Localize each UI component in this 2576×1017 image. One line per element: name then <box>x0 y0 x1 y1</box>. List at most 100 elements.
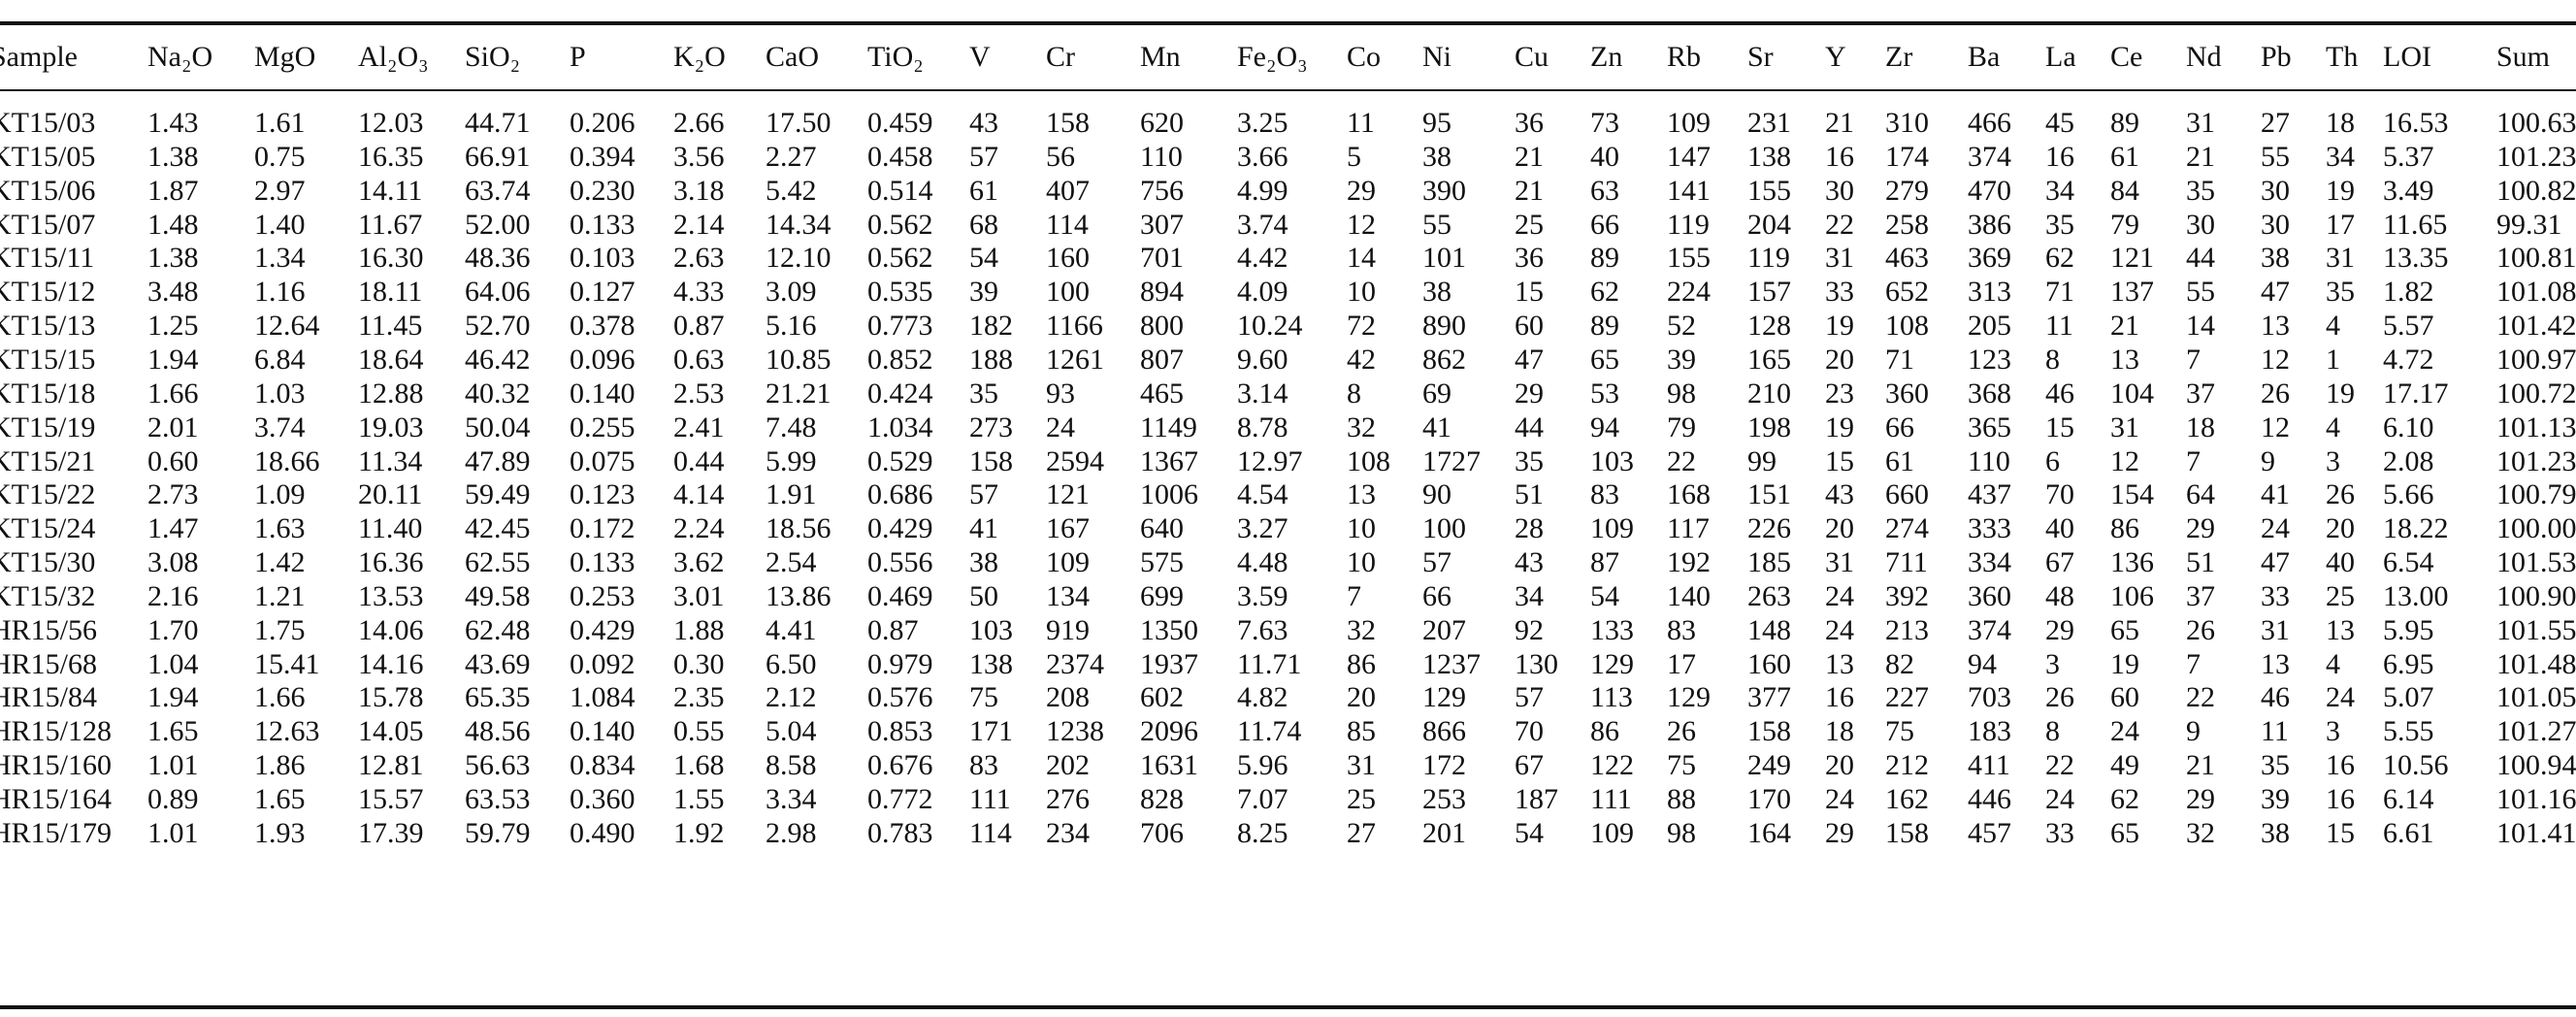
cell-value: 8 <box>2045 715 2060 748</box>
cell-value: 2.08 <box>2383 444 2434 477</box>
cell-value: 2.66 <box>673 107 725 139</box>
cell-value: 110 <box>1140 140 1183 173</box>
cell-value: 0.092 <box>570 647 636 680</box>
cell-value: 100.82 <box>2496 174 2576 207</box>
cell-value: 82 <box>1885 647 1914 680</box>
cell-value: 11.71 <box>1237 647 1302 680</box>
cell-value: 101.05 <box>2496 681 2576 714</box>
cell-value: 21 <box>1515 174 1544 207</box>
cell-value: 31 <box>2186 107 2215 139</box>
cell-value: 457 <box>1968 816 2011 849</box>
cell-value: 109 <box>1046 546 1090 579</box>
cell-value: 4.41 <box>766 613 817 646</box>
cell-value: 0.562 <box>867 242 933 275</box>
cell-value: 207 <box>1422 613 1466 646</box>
cell-value: 2.63 <box>673 242 725 275</box>
cell-value: 602 <box>1140 681 1184 714</box>
cell-value: 1.38 <box>147 242 199 275</box>
cell-value: 12.10 <box>766 242 831 275</box>
column-header: Fe₂O₃ <box>1237 41 1308 73</box>
cell-value: 25 <box>2326 579 2355 612</box>
cell-value: 1.40 <box>254 208 306 241</box>
cell-value: 5 <box>1347 140 1361 173</box>
cell-value: 7 <box>2186 343 2201 376</box>
cell-value: 1.94 <box>147 343 199 376</box>
cell-value: 20 <box>1825 512 1854 545</box>
sample-id: HR15/84 <box>0 681 98 714</box>
cell-value: 24 <box>2110 715 2139 748</box>
cell-value: 31 <box>2326 242 2355 275</box>
cell-value: 111 <box>969 783 1011 815</box>
cell-value: 756 <box>1140 174 1184 207</box>
cell-value: 0.172 <box>570 512 636 545</box>
cell-value: 88 <box>1667 783 1696 815</box>
cell-value: 98 <box>1667 816 1696 849</box>
cell-value: 12 <box>1347 208 1376 241</box>
cell-value: 1 <box>2326 343 2340 376</box>
cell-value: 0.255 <box>570 410 636 443</box>
cell-value: 99 <box>1747 444 1777 477</box>
cell-value: 4 <box>2326 310 2340 343</box>
cell-value: 6.50 <box>766 647 817 680</box>
cell-value: 273 <box>969 410 1013 443</box>
cell-value: 652 <box>1885 276 1929 309</box>
cell-value: 45 <box>2045 107 2074 139</box>
cell-value: 1.03 <box>254 377 306 410</box>
cell-value: 0.140 <box>570 715 636 748</box>
cell-value: 148 <box>1747 613 1791 646</box>
cell-value: 100 <box>1422 512 1466 545</box>
cell-value: 19 <box>2326 174 2355 207</box>
cell-value: 15.57 <box>358 783 424 815</box>
cell-value: 0.103 <box>570 242 636 275</box>
cell-value: 108 <box>1347 444 1390 477</box>
cell-value: 57 <box>969 140 998 173</box>
cell-value: 192 <box>1667 546 1711 579</box>
sample-id: HR15/179 <box>0 816 113 849</box>
cell-value: 711 <box>1885 546 1928 579</box>
sample-id: KT15/12 <box>0 276 96 309</box>
cell-value: 5.99 <box>766 444 817 477</box>
cell-value: 170 <box>1747 783 1791 815</box>
cell-value: 3.62 <box>673 546 725 579</box>
cell-value: 39 <box>969 276 998 309</box>
cell-value: 6.61 <box>2383 816 2434 849</box>
cell-value: 44.71 <box>465 107 531 139</box>
cell-value: 2.16 <box>147 579 199 612</box>
column-header: Mn <box>1140 41 1181 73</box>
cell-value: 198 <box>1747 410 1791 443</box>
cell-value: 43.69 <box>465 647 531 680</box>
cell-value: 274 <box>1885 512 1929 545</box>
cell-value: 21 <box>1825 107 1854 139</box>
cell-value: 0.783 <box>867 816 933 849</box>
cell-value: 1.084 <box>570 681 636 714</box>
cell-value: 48.56 <box>465 715 531 748</box>
cell-value: 13 <box>2261 647 2290 680</box>
cell-value: 11.34 <box>358 444 423 477</box>
cell-value: 17.17 <box>2383 377 2449 410</box>
cell-value: 12 <box>2261 410 2290 443</box>
cell-value: 22 <box>2186 681 2215 714</box>
cell-value: 70 <box>2045 478 2074 511</box>
cell-value: 46 <box>2045 377 2074 410</box>
cell-value: 117 <box>1667 512 1710 545</box>
cell-value: 2.35 <box>673 681 725 714</box>
cell-value: 59.49 <box>465 478 531 511</box>
cell-value: 890 <box>1422 310 1466 343</box>
cell-value: 55 <box>2186 276 2215 309</box>
cell-value: 31 <box>1825 242 1854 275</box>
cell-value: 703 <box>1968 681 2011 714</box>
cell-value: 134 <box>1046 579 1090 612</box>
cell-value: 85 <box>1347 715 1376 748</box>
cell-value: 31 <box>1825 546 1854 579</box>
cell-value: 108 <box>1885 310 1929 343</box>
cell-value: 69 <box>1422 377 1451 410</box>
cell-value: 862 <box>1422 343 1466 376</box>
cell-value: 231 <box>1747 107 1791 139</box>
cell-value: 13 <box>1347 478 1376 511</box>
cell-value: 18.56 <box>766 512 831 545</box>
cell-value: 29 <box>1825 816 1854 849</box>
cell-value: 75 <box>1667 749 1696 782</box>
cell-value: 56 <box>1046 140 1075 173</box>
cell-value: 20.11 <box>358 478 423 511</box>
cell-value: 5.16 <box>766 310 817 343</box>
